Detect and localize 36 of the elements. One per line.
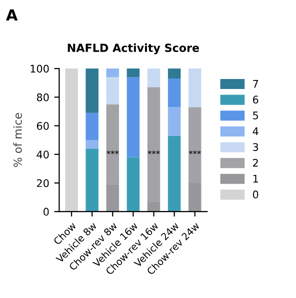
legend-label: 6 <box>252 96 258 104</box>
bar <box>65 68 78 212</box>
bar <box>106 77 120 104</box>
text: A <box>6 9 18 21</box>
y-axis-title: % of mice <box>13 113 22 168</box>
bar <box>106 68 120 78</box>
bar <box>86 68 98 113</box>
y-tick-label: 20 <box>36 179 49 188</box>
legend-label: 3 <box>253 143 258 151</box>
bar <box>168 136 181 212</box>
bar <box>126 77 140 158</box>
bar <box>86 112 98 140</box>
bar <box>126 68 140 78</box>
annotation: *** <box>148 150 160 154</box>
bar <box>86 140 98 149</box>
legend-label: 7 <box>253 80 258 88</box>
legend-label: 4 <box>252 127 258 136</box>
bar <box>168 68 181 79</box>
y-tick-label: 40 <box>36 150 49 158</box>
bar <box>126 157 140 212</box>
bar <box>86 148 98 212</box>
bar <box>168 107 181 136</box>
bar <box>147 68 160 88</box>
legend-label: 5 <box>253 112 258 120</box>
bar <box>188 68 202 108</box>
bar <box>168 78 181 108</box>
chart-title: NAFLD Activity Score <box>68 43 199 54</box>
y-tick-label: 80 <box>36 93 49 102</box>
y-tick-label: 0 <box>44 208 49 216</box>
legend-label: 2 <box>253 158 258 167</box>
y-tick-label: 100 <box>30 64 49 73</box>
annotation: *** <box>188 150 201 154</box>
legend-label: 1 <box>253 174 258 182</box>
legend-label: 0 <box>252 190 258 198</box>
annotation: *** <box>106 150 119 154</box>
y-tick-label: 60 <box>36 122 49 130</box>
